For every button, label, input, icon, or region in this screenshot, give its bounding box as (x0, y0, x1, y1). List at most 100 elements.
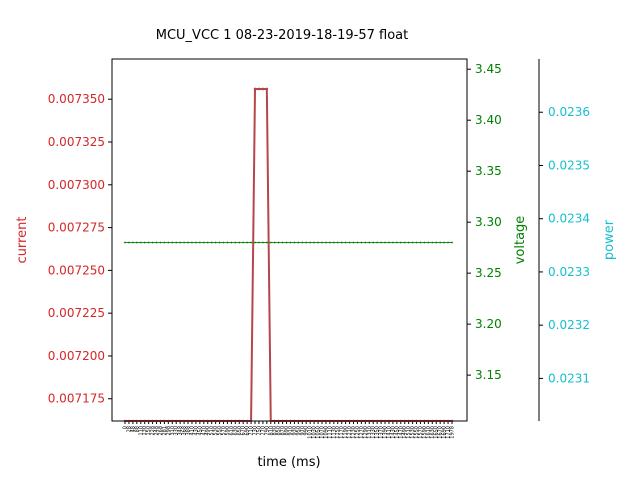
x-tick-label: 590 (225, 426, 231, 436)
x-tick-label: 298 (166, 426, 172, 436)
voltage-point (218, 241, 221, 244)
voltage-point (435, 241, 438, 244)
x-tick-label: 1410 (386, 426, 392, 439)
voltage-tick-label: 3.40 (475, 113, 502, 127)
x-tick-label: 0 (123, 426, 129, 429)
voltage-point (226, 241, 229, 244)
voltage-point (250, 241, 252, 244)
voltage-point (269, 241, 272, 244)
x-tick-label: 1050 (316, 426, 322, 439)
x-tick-label: 550 (217, 426, 223, 436)
voltage-point (198, 241, 201, 244)
voltage-point (234, 241, 237, 244)
x-tick-label: 150 (146, 426, 152, 436)
voltage-point (135, 241, 138, 244)
current-tick-label: 0.007275 (48, 221, 105, 235)
x-tick-label: 570 (221, 426, 227, 436)
voltage-point (431, 241, 434, 244)
voltage-point (258, 241, 260, 244)
x-tick-label: 450 (197, 426, 203, 436)
voltage-point (124, 241, 126, 244)
x-tick-label: 1070 (319, 426, 325, 439)
voltage-point (399, 241, 402, 244)
voltage-point (364, 241, 367, 244)
x-tick-label: 790 (264, 426, 270, 436)
x-tick-label: 630 (233, 426, 239, 436)
voltage-point (128, 241, 130, 244)
x-tick-label: 1590 (422, 426, 428, 439)
voltage-point (214, 241, 217, 244)
x-tick-label: 281 (162, 426, 168, 436)
power-axis-label: power (602, 219, 617, 260)
x-tick-label: 1390 (383, 426, 389, 439)
voltage-point (325, 241, 327, 244)
voltage-point (344, 241, 347, 244)
x-tick-label: 330 (174, 426, 180, 436)
x-tick-label: 1610 (426, 426, 432, 439)
x-tick-label: 1690 (442, 426, 448, 439)
x-tick-label: 228 (150, 426, 156, 436)
voltage-point (238, 241, 241, 244)
voltage-point (191, 241, 193, 244)
voltage-point (384, 241, 386, 244)
voltage-point (415, 241, 418, 244)
voltage-axis-label: voltage (513, 216, 528, 265)
voltage-tick-label: 3.30 (475, 215, 502, 229)
x-tick-label: 730 (253, 426, 259, 436)
x-tick-label: 1530 (410, 426, 416, 439)
plot-frame (111, 58, 468, 422)
voltage-point (439, 241, 442, 244)
x-tick-label: 1370 (379, 426, 385, 439)
voltage-point (388, 241, 390, 244)
x-tick-label: 870 (280, 426, 286, 436)
voltage-point (380, 241, 382, 244)
current-point (253, 87, 257, 91)
x-tick-label: 368 (182, 426, 188, 436)
x-tick-label: 690 (245, 426, 251, 436)
voltage-axis: 3.15 3.20 3.25 3.30 3.35 3.40 3.45 (467, 62, 502, 382)
voltage-point (147, 241, 150, 244)
voltage-point (348, 241, 351, 244)
x-tick-label: 1350 (375, 426, 381, 439)
voltage-point (277, 241, 280, 244)
x-tick-label: 890 (284, 426, 290, 436)
voltage-point (246, 241, 249, 244)
current-axis: 0.007175 0.007200 0.007225 0.007250 0.007275… (48, 92, 112, 406)
x-tick-label: 970 (300, 426, 306, 436)
power-tick-label: 0.0235 (548, 158, 590, 172)
voltage-point (155, 241, 158, 244)
voltage-point (305, 241, 308, 244)
current-tick-label: 0.007350 (48, 92, 105, 106)
x-tick-label: 990 (304, 426, 310, 436)
x-tick-label: 1130 (331, 426, 337, 439)
x-tick-label: 1978 (450, 426, 456, 439)
voltage-point (210, 241, 213, 244)
x-tick-label: 810 (268, 426, 274, 436)
x-tick-label: 1570 (418, 426, 424, 439)
voltage-point (352, 241, 355, 244)
voltage-point (265, 241, 268, 244)
x-tick-label: 1090 (323, 426, 329, 439)
voltage-point (372, 241, 375, 244)
voltage-point (403, 241, 406, 244)
voltage-point (175, 241, 178, 244)
voltage-point (321, 241, 323, 244)
voltage-point (332, 241, 335, 244)
plot-series (123, 87, 454, 423)
voltage-point (242, 241, 245, 244)
x-tick-label: 1650 (434, 426, 440, 439)
voltage-point (143, 241, 146, 244)
x-tick-label: 1710 (446, 426, 452, 439)
voltage-point (222, 241, 225, 244)
current-tick-label: 0.007175 (48, 392, 105, 406)
x-tick-label: 850 (276, 426, 282, 436)
x-tick-label: 1290 (363, 426, 369, 439)
x-tick-label: 130 (142, 426, 148, 436)
x-tick-label: 530 (213, 426, 219, 436)
voltage-point (131, 241, 134, 244)
x-tick-label: 1510 (406, 426, 412, 439)
voltage-tick-label: 3.25 (475, 266, 502, 280)
voltage-point (281, 241, 284, 244)
power-tick-label: 0.0232 (548, 318, 590, 332)
